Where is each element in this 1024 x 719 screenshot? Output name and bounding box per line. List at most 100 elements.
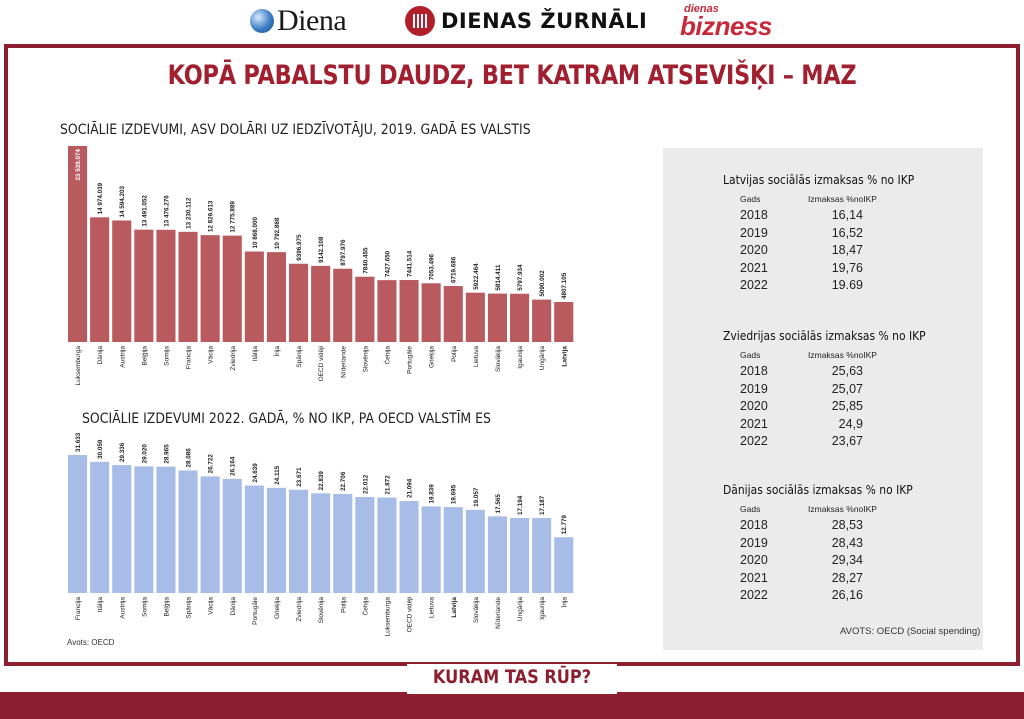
table-row-year: 2022 — [740, 278, 768, 292]
chart1-category-label-2: Austrija — [119, 346, 126, 368]
chart1-category-label-11: OECD vidēji — [318, 346, 325, 381]
chart2-value-label-11: 22.839 — [318, 471, 325, 491]
chart2-category-label-3: Somija — [141, 597, 148, 617]
chart1-bar-12 — [333, 268, 353, 342]
chart1-value-label-17: 6719.686 — [451, 256, 458, 283]
table-row-value: 28,53 — [831, 518, 863, 532]
chart1-value-label-0: 23 539.074 — [75, 149, 82, 181]
dienas-bizness-small-text: dienas — [684, 3, 719, 16]
chart2-bar-14 — [377, 497, 397, 593]
table-row-year: 2020 — [740, 553, 768, 567]
diena-logo[interactable]: Diena — [250, 4, 347, 38]
chart2-bar-12 — [333, 493, 353, 593]
chart1-bar-19 — [487, 293, 507, 342]
table-row-value: 19,76 — [831, 260, 863, 275]
chart1-value-label-1: 14 974.039 — [97, 182, 104, 214]
table-row-value: 24,9 — [838, 416, 863, 431]
table-row-value: 25,63 — [831, 364, 863, 378]
table-row-year: 2019 — [740, 225, 768, 240]
table-header-value: Izmaksas %noIKP — [808, 194, 877, 204]
chart1-value-label-14: 7427.650 — [384, 250, 391, 277]
tables-panel: Latvijas sociālās izmaksas % no IKP Gads I… — [663, 148, 983, 650]
chart1-category-label-6: Vācija — [208, 346, 215, 364]
chart1-value-label-11: 9142.108 — [318, 236, 325, 263]
chart1-value-label-8: 10 868.000 — [252, 216, 259, 248]
table-row-year: 2018 — [740, 518, 768, 532]
chart1-category-label-14: Čehija — [382, 346, 391, 365]
chart2-value-label-0: 31.633 — [75, 432, 82, 452]
chart2-category-label-1: Itālija — [97, 597, 104, 613]
chart2-category-label-4: Beļģija — [162, 597, 170, 617]
chart1-title: SOCIĀLIE IZDEVUMI, ASV DOLĀRI UZ IEDZĪVO… — [60, 122, 531, 138]
chart2-bar-7 — [222, 478, 242, 593]
chart2-value-label-1: 30.059 — [97, 439, 104, 459]
table-row-year: 2022 — [740, 588, 768, 602]
chart1-bar-6 — [200, 235, 220, 342]
chart2-value-label-22: 12.779 — [561, 514, 568, 534]
chart2-bar-5 — [178, 470, 198, 593]
globe-icon — [250, 9, 274, 33]
chart1-category-label-10: Spānija — [296, 346, 303, 368]
chart1-bar-18 — [465, 292, 485, 342]
chart1-value-label-2: 14 594.203 — [119, 185, 126, 217]
diena-logo-text: Diena — [277, 4, 347, 37]
table-row-value: 25,85 — [831, 399, 863, 413]
chart1-bar-0 — [68, 146, 88, 342]
chart2-value-label-9: 24.115 — [274, 465, 281, 484]
chart2-value-label-19: 17.565 — [495, 494, 502, 514]
chart1-value-label-16: 7053.496 — [429, 254, 436, 281]
chart2-bar-6 — [200, 476, 220, 593]
chart1-category-label-22: Latvija — [561, 346, 568, 367]
table-row-value: 26,16 — [831, 588, 863, 602]
chart2-category-label-2: Austrija — [119, 597, 126, 619]
table-title: Zviedrijas sociālās izmaksas % no IKP — [723, 328, 926, 343]
chart2-bar-21 — [532, 518, 552, 593]
chart2-value-label-5: 28.086 — [186, 448, 193, 468]
chart2-bar-1 — [90, 461, 110, 593]
chart1-bar-13 — [355, 276, 375, 342]
dienas-bizness-logo[interactable]: dienas bizness — [680, 3, 772, 39]
chart1-bar-4 — [156, 229, 176, 342]
chart2-category-label-19: Nīderlande — [495, 597, 502, 629]
chart2-category-label-0: Francija — [75, 597, 82, 621]
chart2-bar-22 — [554, 537, 574, 593]
chart1-bar-9 — [266, 252, 286, 342]
chart1-bar-20 — [510, 293, 530, 342]
table-header-year: Gads — [740, 194, 761, 204]
chart2-bar-8 — [244, 485, 264, 593]
source-note-left: Avots: OECD — [67, 638, 115, 647]
chart1-category-label-19: Slovākija — [495, 346, 502, 372]
table-row-year: 2022 — [740, 434, 768, 448]
chart2-bar-0 — [68, 455, 88, 593]
table-title: Dānijas sociālās izmaksas % no IKP — [723, 482, 913, 497]
chart1-category-label-13: Slovēnija — [362, 346, 369, 373]
chart1-category-label-1: Dānija — [97, 346, 104, 365]
kicker-background — [407, 664, 617, 694]
table-row-year: 2018 — [740, 208, 768, 222]
chart2-value-label-8: 24.639 — [252, 463, 259, 483]
dienas-zurnali-logo[interactable]: DIENAS ŽURNĀLI — [405, 4, 647, 38]
table-row-value: 16,52 — [831, 225, 863, 240]
chart1-category-label-17: Polija — [451, 346, 458, 362]
publisher-logos: Diena DIENAS ŽURNĀLI dienas bizness — [0, 0, 1024, 44]
chart1-bar-5 — [178, 231, 198, 342]
chart1-value-label-15: 7441.514 — [407, 250, 414, 277]
chart2-value-label-14: 21.872 — [384, 475, 391, 495]
table-row-year: 2018 — [740, 364, 768, 378]
chart2-category-label-21: Igaunija — [539, 597, 546, 620]
chart1-category-label-16: Grieķija — [429, 346, 436, 368]
chart2-category-label-16: Lietuva — [429, 597, 436, 618]
chart1-value-label-6: 12 829.613 — [208, 200, 215, 232]
chart1-value-label-7: 12 775.889 — [230, 201, 237, 233]
chart2-category-label-6: Vācija — [208, 597, 215, 615]
chart1-value-label-21: 5090.002 — [539, 270, 546, 297]
table-row-year: 2020 — [740, 243, 768, 257]
chart2-bar-20 — [510, 517, 530, 593]
chart2-bar-19 — [487, 516, 507, 593]
chart1-category-label-15: Portugāle — [407, 346, 414, 374]
chart2-bar-18 — [465, 509, 485, 593]
chart2-value-label-12: 22.706 — [340, 471, 347, 491]
chart1-value-label-22: 4807.105 — [561, 272, 568, 299]
table-row-value: 16,14 — [831, 208, 863, 222]
chart2-bar-4 — [156, 466, 176, 593]
